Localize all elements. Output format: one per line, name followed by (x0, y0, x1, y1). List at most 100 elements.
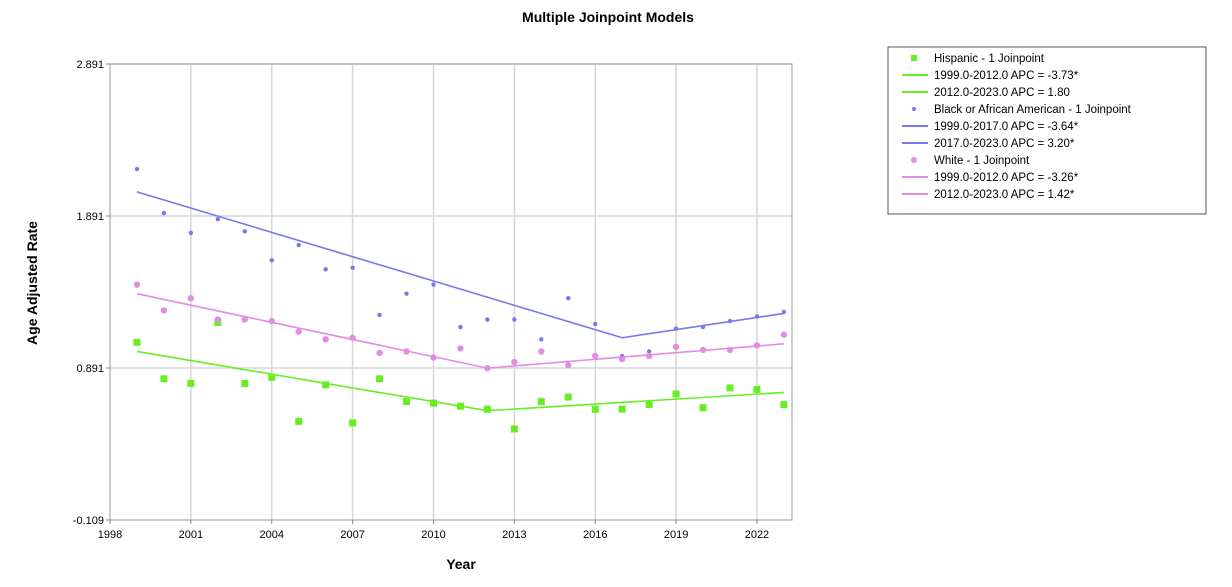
chart-title: Multiple Joinpoint Models (522, 9, 694, 25)
x-tick-label: 2019 (664, 529, 688, 541)
data-point (161, 210, 167, 216)
data-point (700, 324, 706, 330)
x-tick-label: 2016 (583, 529, 607, 541)
y-tick-label: 2.891 (76, 59, 104, 71)
data-point (295, 417, 303, 425)
data-point (565, 361, 572, 369)
data-point (699, 404, 707, 412)
data-point (349, 334, 356, 341)
data-point (485, 317, 490, 322)
legend: Hispanic - 1 Joinpoint 1999.0-2012.0 APC … (887, 46, 1207, 215)
data-point (429, 399, 437, 407)
legend-series-label: Hispanic - 1 Joinpoint (934, 53, 1045, 65)
data-point (646, 349, 652, 354)
data-point (430, 354, 437, 361)
data-point (780, 401, 788, 409)
legend-segment-label: 1999.0-2017.0 APC = -3.64* (934, 121, 1079, 133)
x-tick-label: 2013 (502, 529, 526, 541)
fit-segment-line (487, 391, 784, 412)
data-point (726, 384, 734, 392)
data-point (376, 375, 384, 383)
data-point (269, 258, 274, 263)
data-point (537, 398, 545, 406)
data-point (403, 398, 411, 406)
y-tick-label: -0.109 (73, 515, 104, 527)
data-point (511, 358, 518, 366)
legend-segment-label: 2012.0-2023.0 APC = 1.80 (934, 87, 1070, 99)
data-point (780, 331, 788, 338)
legend-segment-label: 2017.0-2023.0 APC = 3.20* (934, 138, 1075, 150)
data-point (214, 316, 222, 323)
data-point (566, 296, 571, 301)
data-point (672, 343, 680, 351)
data-point (187, 295, 195, 302)
data-point (753, 342, 761, 349)
data-point (564, 393, 572, 401)
legend-segment-label: 1999.0-2012.0 APC = -3.26* (934, 172, 1079, 184)
fit-segment-line (136, 292, 488, 369)
fit-lines (136, 191, 785, 412)
x-tick-label: 2022 (745, 529, 769, 541)
data-point (754, 314, 760, 319)
y-axis-title: Age Adjusted Rate (24, 221, 40, 345)
legend-marker (912, 107, 916, 111)
data-point (645, 401, 653, 409)
data-point (781, 309, 787, 315)
data-point (618, 405, 626, 413)
data-point (215, 216, 221, 222)
data-point (753, 385, 761, 393)
fit-segment-line (487, 343, 784, 369)
legend-series-label: Black or African American - 1 Joinpoint (934, 104, 1132, 116)
y-tick-label: 0.891 (76, 363, 104, 375)
data-point (538, 348, 545, 355)
data-point (349, 419, 357, 427)
fit-segment-line (136, 191, 623, 339)
data-point (268, 317, 275, 325)
x-tick-label: 2004 (259, 529, 283, 541)
data-point (726, 346, 734, 354)
x-axis-title: Year (446, 556, 476, 572)
data-point (645, 352, 653, 360)
data-point (484, 364, 491, 372)
data-point (296, 242, 301, 248)
data-point (187, 379, 195, 387)
data-point (322, 336, 329, 343)
x-tick-label: 2007 (340, 529, 364, 541)
data-point (593, 321, 598, 327)
data-point (483, 405, 491, 413)
data-point (241, 316, 248, 323)
legend-series-label: White - 1 Joinpoint (934, 155, 1030, 167)
data-point (510, 425, 518, 433)
data-point (591, 405, 599, 413)
grid (110, 63, 792, 520)
data-point (323, 267, 328, 272)
data-point (431, 282, 436, 287)
data-point (539, 337, 544, 342)
data-point (268, 373, 276, 381)
legend-marker (911, 55, 917, 61)
data-point (403, 348, 410, 355)
data-point (350, 265, 355, 271)
data-point (592, 352, 599, 360)
data-point (727, 318, 733, 324)
legend-box (887, 46, 1207, 215)
legend-segment-label: 1999.0-2012.0 APC = -3.73* (934, 70, 1079, 82)
legend-marker (911, 157, 917, 163)
data-point (295, 328, 302, 335)
x-tick-label: 2010 (421, 529, 445, 541)
data-point (242, 229, 247, 234)
data-point (377, 312, 382, 318)
data-point (376, 349, 383, 357)
data-point (241, 379, 249, 387)
data-point (133, 281, 141, 288)
fit-segment-line (136, 350, 488, 412)
data-point (618, 355, 626, 363)
data-point (160, 375, 168, 383)
data-point (404, 291, 409, 296)
legend-segment-label: 2012.0-2023.0 APC = 1.42* (934, 189, 1075, 201)
data-point (458, 324, 463, 330)
axis-ticks: 1998 2001 2004 2007 2010 2013 2016 2019 2022 -0.1… (73, 59, 769, 541)
data-point (673, 326, 679, 331)
data-point (456, 402, 464, 410)
